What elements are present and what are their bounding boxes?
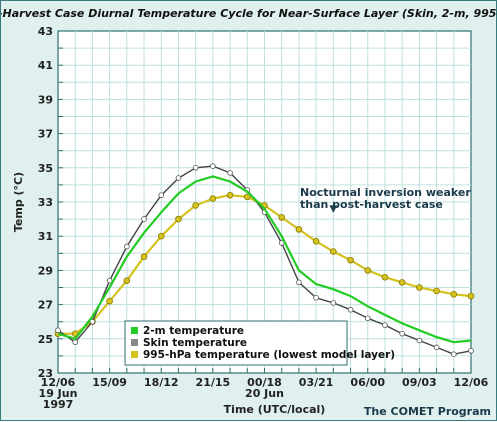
data-point bbox=[209, 195, 217, 202]
y-axis-label: Temp (°C) bbox=[12, 172, 25, 232]
data-point bbox=[330, 300, 337, 306]
annotation-arrowhead bbox=[329, 205, 338, 213]
x-tick-label: 12/06 bbox=[41, 376, 76, 389]
y-tick-label: 41 bbox=[38, 59, 53, 72]
data-point bbox=[72, 339, 79, 346]
y-tick-label: 35 bbox=[38, 162, 53, 175]
data-point bbox=[467, 292, 475, 300]
x-tick-label: 12/06 bbox=[454, 376, 489, 389]
data-point bbox=[450, 351, 457, 357]
annotation-text: Nocturnal inversion weaker bbox=[300, 186, 471, 199]
data-point bbox=[89, 318, 96, 325]
data-point bbox=[381, 273, 389, 281]
data-point bbox=[347, 256, 354, 264]
data-point bbox=[140, 253, 148, 261]
data-point bbox=[295, 226, 303, 233]
data-point bbox=[450, 291, 458, 298]
x-tick-label: 09/03 bbox=[402, 376, 437, 389]
data-point bbox=[416, 337, 423, 344]
y-tick-label: 25 bbox=[38, 333, 53, 346]
annotation-text: than post-harvest case bbox=[300, 198, 443, 211]
x-tick-label: 15/09 bbox=[92, 376, 127, 389]
x-axis-label: Time (UTC/local) bbox=[224, 403, 326, 416]
x-tick-label: 21/15 bbox=[196, 376, 231, 389]
legend-label: Skin temperature bbox=[143, 337, 247, 349]
data-point bbox=[312, 238, 320, 245]
y-tick-label: 39 bbox=[38, 93, 53, 106]
data-point bbox=[55, 327, 61, 334]
data-point bbox=[243, 193, 251, 201]
x-tick-label: 06/00 bbox=[350, 376, 385, 389]
data-point bbox=[192, 202, 199, 209]
data-point bbox=[296, 279, 302, 286]
y-tick-label: 27 bbox=[38, 299, 53, 312]
legend-label: 2-m temperature bbox=[143, 325, 244, 337]
series-line bbox=[57, 175, 472, 344]
y-tick-label: 23 bbox=[38, 367, 53, 380]
legend-swatch bbox=[131, 327, 138, 334]
chart-title: Pre-Harvest Case Diurnal Temperature Cyc… bbox=[1, 7, 497, 20]
legend-swatch bbox=[131, 339, 138, 346]
data-point bbox=[175, 215, 182, 223]
data-point bbox=[226, 191, 234, 199]
data-point bbox=[157, 232, 165, 240]
data-point bbox=[175, 175, 182, 181]
x-tick-label: 03/21 bbox=[299, 376, 334, 389]
data-point bbox=[106, 277, 113, 284]
data-point bbox=[433, 344, 440, 351]
data-point bbox=[364, 267, 372, 274]
data-point bbox=[382, 322, 388, 328]
data-point bbox=[158, 192, 165, 198]
data-point bbox=[278, 214, 286, 221]
data-point bbox=[416, 284, 423, 291]
y-tick-label: 33 bbox=[38, 196, 53, 209]
data-point bbox=[399, 330, 405, 337]
data-point bbox=[227, 170, 233, 176]
data-point bbox=[210, 163, 216, 169]
x-tick-label: 18/12 bbox=[144, 376, 179, 389]
data-point bbox=[398, 279, 406, 286]
x-tick-sublabel: 1997 bbox=[43, 398, 74, 411]
data-point bbox=[347, 306, 354, 313]
data-point bbox=[106, 297, 113, 305]
x-tick-sublabel: 19 Jun bbox=[39, 387, 78, 400]
y-tick-label: 43 bbox=[38, 25, 53, 38]
x-tick-label: 00/18 bbox=[247, 376, 282, 389]
data-point bbox=[141, 216, 147, 222]
y-tick-label: 31 bbox=[38, 230, 53, 243]
legend-box bbox=[124, 320, 348, 366]
y-tick-label: 29 bbox=[38, 264, 53, 277]
y-tick-label: 37 bbox=[38, 128, 53, 141]
legend-label: 995-hPa temperature (lowest model layer) bbox=[143, 349, 395, 361]
credit-text: The COMET Program bbox=[364, 405, 491, 418]
data-point bbox=[313, 294, 319, 301]
x-tick-sublabel: 20 Jun bbox=[245, 387, 284, 400]
data-point bbox=[433, 287, 440, 295]
legend-swatch bbox=[131, 351, 138, 358]
data-point bbox=[364, 315, 371, 322]
data-point bbox=[468, 347, 474, 354]
data-point bbox=[192, 165, 199, 171]
data-point bbox=[124, 243, 130, 250]
data-point bbox=[123, 277, 131, 284]
data-point bbox=[330, 248, 337, 255]
